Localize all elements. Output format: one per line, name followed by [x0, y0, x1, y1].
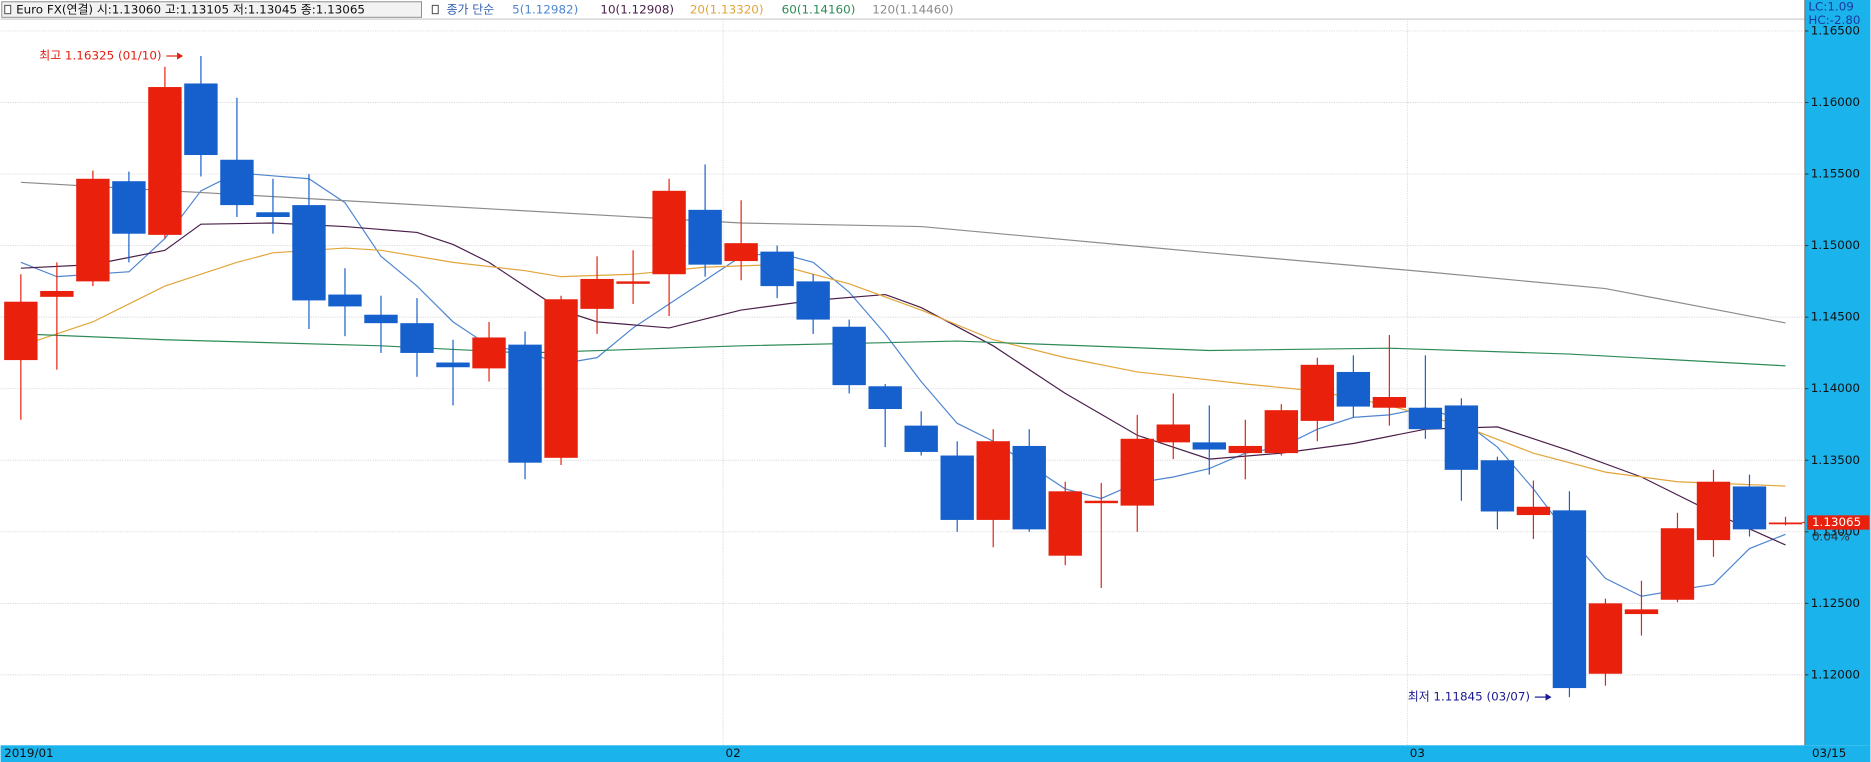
legend-entry: 120(1.14460) [872, 3, 953, 17]
candle-body [832, 326, 866, 386]
candle-body [1624, 609, 1659, 615]
candle-body [904, 425, 938, 452]
legend-entry: 10(1.12908) [600, 3, 674, 17]
candle-body [292, 205, 326, 301]
y-tick-label: 1.12500 [1811, 596, 1860, 610]
candle-body [760, 251, 794, 287]
y-tick-label: 1.15500 [1811, 167, 1860, 181]
y-tick-label: 1.16500 [1811, 23, 1860, 37]
candle-body [616, 281, 650, 284]
lc-label: LC:1.09 [1808, 0, 1853, 14]
annotation-text: 최저 1.11845 (03/07) [1408, 690, 1530, 704]
candle-body [328, 294, 362, 307]
annotation-arrowhead [177, 52, 184, 60]
candle-body [1696, 481, 1731, 541]
candle-body [1012, 445, 1046, 530]
legend-entry: 20(1.13320) [690, 3, 764, 17]
x-tick-label: 03/15 [1812, 746, 1846, 760]
candle-body [1120, 438, 1154, 506]
candle-body [1372, 397, 1407, 408]
candle-body [724, 243, 758, 262]
candle-body [976, 441, 1010, 520]
candle-body [148, 87, 182, 235]
candle-body [1516, 506, 1551, 516]
candle-body [4, 301, 38, 361]
candle-body [1264, 410, 1299, 454]
candle-body [184, 83, 218, 156]
legend-entry: 5(1.12982) [512, 3, 578, 17]
candle-body [472, 337, 506, 369]
y-tick-label: 1.12000 [1811, 667, 1860, 681]
time-axis-panel [0, 745, 1871, 762]
header-icon [4, 4, 12, 15]
candle-body [400, 323, 434, 353]
candle-body [1228, 445, 1263, 454]
candle-body [940, 455, 974, 520]
candle-body [76, 178, 110, 282]
annotation-text: 최고 1.16325 (01/10) [39, 48, 161, 62]
header-title: Euro FX(연결) 시:1.13060 고:1.13105 저:1.1304… [16, 3, 365, 17]
candle-body [688, 209, 722, 265]
candle-body [1480, 460, 1515, 512]
price-axis-panel [1804, 0, 1871, 746]
candle-body [1444, 405, 1479, 470]
candle-body [1336, 371, 1371, 407]
candle-body [796, 281, 830, 320]
y-tick-label: 1.15000 [1811, 238, 1860, 252]
candle-body [436, 362, 470, 368]
candle-body [1588, 603, 1623, 674]
candle-body [868, 386, 902, 410]
moving-average-line [20, 172, 1786, 597]
candle-body [220, 159, 254, 206]
candle-body [1048, 491, 1082, 556]
candle-body [112, 181, 146, 234]
candle-body [1084, 500, 1118, 504]
candle-body [1552, 510, 1587, 689]
candle-body [40, 290, 74, 297]
y-tick-label: 1.16000 [1811, 95, 1860, 109]
legend-entry: 60(1.14160) [782, 3, 856, 17]
candle-body [1768, 522, 1803, 525]
candle-body [256, 212, 290, 217]
legend-title: 종가 단순 [447, 3, 495, 17]
candle-body [652, 190, 686, 275]
last-price-box [1807, 515, 1870, 530]
header-box [1, 1, 423, 18]
candle-body [508, 344, 542, 463]
x-tick-label: 03 [1410, 746, 1425, 760]
moving-average-line [20, 181, 1786, 324]
last-price-label: 1.13065 [1812, 515, 1861, 529]
candle-body [1408, 407, 1443, 430]
candle-body [544, 299, 578, 458]
candle-body [1156, 424, 1190, 443]
candle-body [1192, 442, 1226, 450]
legend-icon [431, 4, 439, 15]
y-tick-label: 1.14000 [1811, 381, 1860, 395]
last-change-label: 0.04% [1812, 529, 1850, 543]
y-tick-label: 1.14500 [1811, 310, 1860, 324]
candle-body [1300, 364, 1335, 421]
x-tick-label: 02 [726, 746, 741, 760]
annotation-arrowhead [1545, 693, 1552, 701]
candle-body [1660, 528, 1695, 600]
hc-label: HC:-2.80 [1808, 13, 1860, 27]
y-tick-label: 1.13500 [1811, 453, 1860, 467]
candle-body [364, 314, 398, 324]
candle-body [580, 278, 614, 309]
x-tick-label: 2019/01 [4, 746, 53, 760]
candle-body [1732, 486, 1767, 530]
